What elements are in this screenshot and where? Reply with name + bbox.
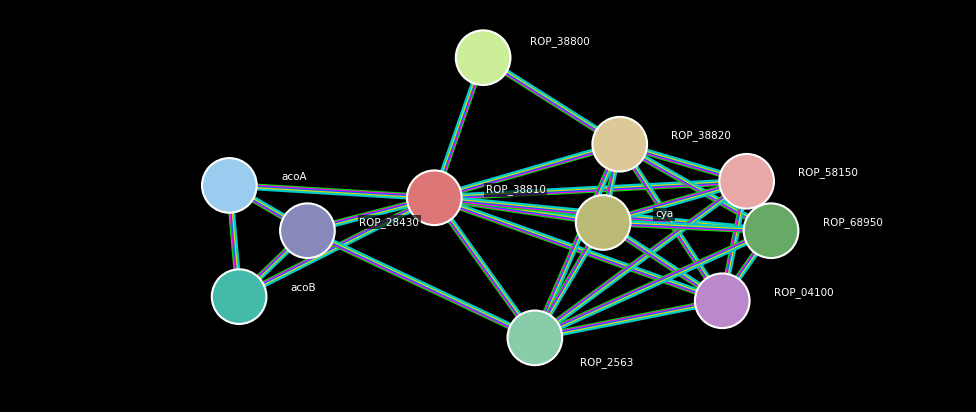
Text: ROP_28430: ROP_28430 <box>359 217 419 228</box>
Ellipse shape <box>407 171 462 225</box>
Text: ROP_68950: ROP_68950 <box>823 217 882 228</box>
Text: cya: cya <box>655 209 673 219</box>
Ellipse shape <box>456 30 510 85</box>
Ellipse shape <box>695 274 750 328</box>
Text: ROP_38820: ROP_38820 <box>671 131 731 141</box>
Ellipse shape <box>280 204 335 258</box>
Ellipse shape <box>202 158 257 213</box>
Text: ROP_2563: ROP_2563 <box>580 357 633 368</box>
Text: ROP_38810: ROP_38810 <box>486 184 546 195</box>
Ellipse shape <box>212 269 266 324</box>
Ellipse shape <box>508 311 562 365</box>
Ellipse shape <box>592 117 647 171</box>
Ellipse shape <box>576 195 630 250</box>
Text: ROP_58150: ROP_58150 <box>798 168 858 178</box>
Text: ROP_38800: ROP_38800 <box>530 36 590 47</box>
Text: ROP_04100: ROP_04100 <box>774 287 834 298</box>
Ellipse shape <box>719 154 774 208</box>
Text: acoA: acoA <box>281 172 306 182</box>
Text: acoB: acoB <box>291 283 316 293</box>
Ellipse shape <box>744 204 798 258</box>
